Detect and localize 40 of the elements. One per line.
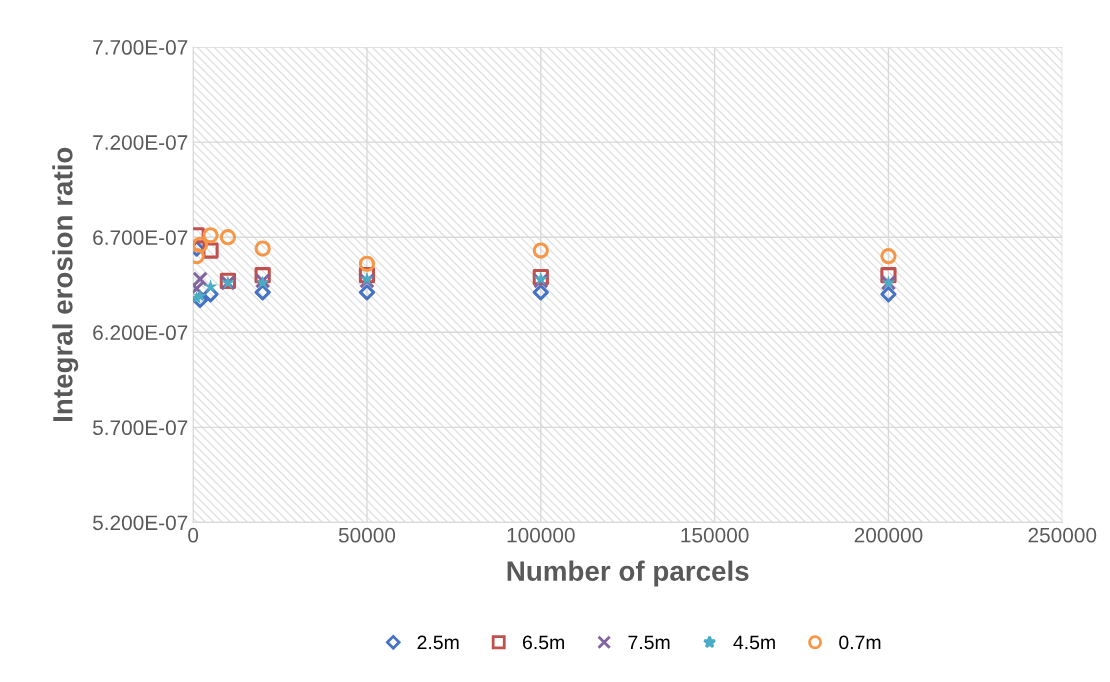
legend-label: 4.5m — [733, 635, 775, 650]
point — [202, 227, 219, 244]
point — [193, 288, 208, 303]
x-tick-label: 100000 — [507, 527, 575, 543]
legend-label: 6.5m — [523, 635, 564, 650]
point — [254, 240, 271, 257]
y-tick-label: 7.200E-07 — [93, 135, 188, 150]
point — [193, 291, 209, 309]
legend-label: 0.7m — [839, 635, 881, 650]
x-tick-label: 250000 — [1028, 527, 1097, 543]
point — [532, 242, 549, 259]
y-tick-label: 6.700E-07 — [93, 230, 188, 245]
point — [880, 267, 897, 284]
point — [193, 236, 209, 253]
point — [202, 286, 219, 303]
point — [360, 271, 374, 285]
y-tick-label: 7.700E-07 — [93, 40, 188, 55]
legend-label: 7.5m — [628, 635, 670, 650]
y-tick-label: 5.200E-07 — [92, 515, 188, 531]
point — [532, 284, 549, 301]
legend-label: 2.5m — [417, 635, 459, 650]
point — [359, 273, 375, 289]
point — [254, 267, 271, 284]
point — [254, 284, 271, 301]
x-tick-label: 200000 — [854, 527, 923, 543]
point — [358, 284, 376, 301]
point — [880, 248, 897, 265]
point — [880, 286, 897, 303]
x-tick-label: 0 — [188, 527, 199, 543]
point — [533, 273, 549, 289]
y-tick-label: 5.700E-07 — [92, 420, 188, 436]
x-axis-title: Number of parcels — [507, 560, 749, 587]
point — [219, 229, 237, 246]
point — [203, 279, 218, 293]
y-tick-label: 6.200E-07 — [93, 325, 188, 341]
point — [193, 271, 208, 287]
point — [358, 255, 376, 272]
x-tick-label: 150000 — [681, 527, 749, 543]
x-tick-label: 50000 — [338, 527, 396, 543]
y-axis-title: Integral erosion ratio — [52, 147, 79, 422]
